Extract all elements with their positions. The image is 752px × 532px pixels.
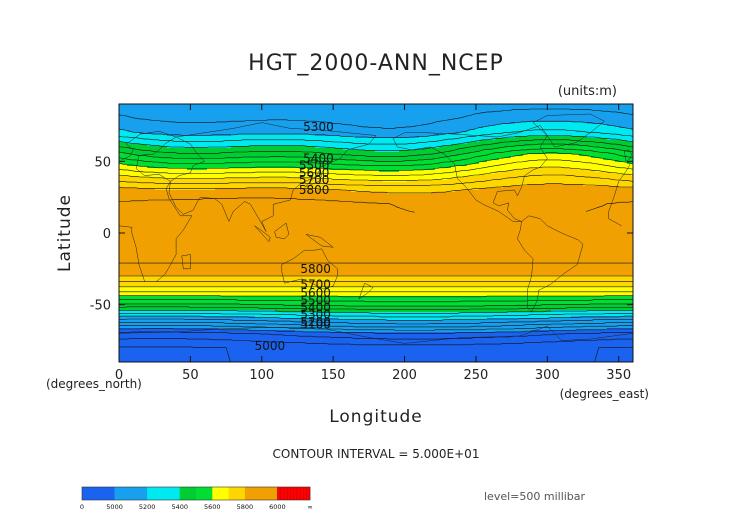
y-tick-label: 0	[103, 227, 111, 242]
x-unit-label: (degrees_east)	[560, 387, 649, 401]
x-tick-label: 50	[182, 368, 199, 383]
colorbar-segment	[261, 487, 278, 500]
x-tick-label: 200	[392, 368, 417, 383]
colorbar-segment	[294, 487, 311, 500]
y-axis-label: Latitude	[55, 194, 75, 272]
level-text: level=500 millibar	[484, 490, 586, 503]
colorbar-label: ∞	[307, 503, 312, 511]
colorbar-segment	[82, 487, 99, 500]
colorbar-label: 5000	[106, 503, 123, 511]
plot-area: 5300540055005600570058005800570056005500…	[119, 104, 635, 362]
colorbar-segment	[229, 487, 246, 500]
contour-label: 5800	[300, 262, 331, 276]
colorbar-label: 5800	[237, 503, 254, 511]
y-tick-label: 50	[94, 155, 111, 170]
x-axis-label: Longitude	[329, 407, 423, 427]
y-tick-label: -50	[90, 299, 111, 314]
contour-label: 5300	[303, 120, 334, 134]
y-unit-label: (degrees_north)	[46, 377, 142, 391]
colorbar-label: 5400	[171, 503, 188, 511]
colorbar-segment	[131, 487, 148, 500]
colorbar-segment	[180, 487, 197, 500]
colorbar-segment	[98, 487, 115, 500]
chart-title: HGT_2000-ANN_NCEP	[248, 51, 504, 76]
colorbar-segment	[212, 487, 229, 500]
contour-label: 5800	[299, 183, 330, 197]
x-tick-label: 250	[464, 368, 489, 383]
x-tick-label: 350	[606, 368, 631, 383]
contour-interval-text: CONTOUR INTERVAL = 5.000E+01	[273, 447, 480, 461]
colorbar-segment	[245, 487, 262, 500]
colorbar-label: 5600	[204, 503, 221, 511]
colorbar-segment	[196, 487, 213, 500]
colorbar-label: 6000	[269, 503, 286, 511]
contour-label: 5000	[255, 339, 286, 353]
colorbar-segment	[115, 487, 132, 500]
contour-label: 5100	[300, 318, 331, 332]
colorbar-segment	[163, 487, 180, 500]
x-tick-label: 150	[321, 368, 346, 383]
colorbar-label: 0	[80, 503, 84, 511]
colorbar-segment	[277, 487, 294, 500]
colorbar-label: 5200	[139, 503, 156, 511]
colorbar	[82, 487, 310, 500]
colorbar-segment	[147, 487, 164, 500]
x-tick-label: 300	[535, 368, 560, 383]
units-label: (units:m)	[558, 84, 617, 99]
x-tick-label: 100	[249, 368, 274, 383]
